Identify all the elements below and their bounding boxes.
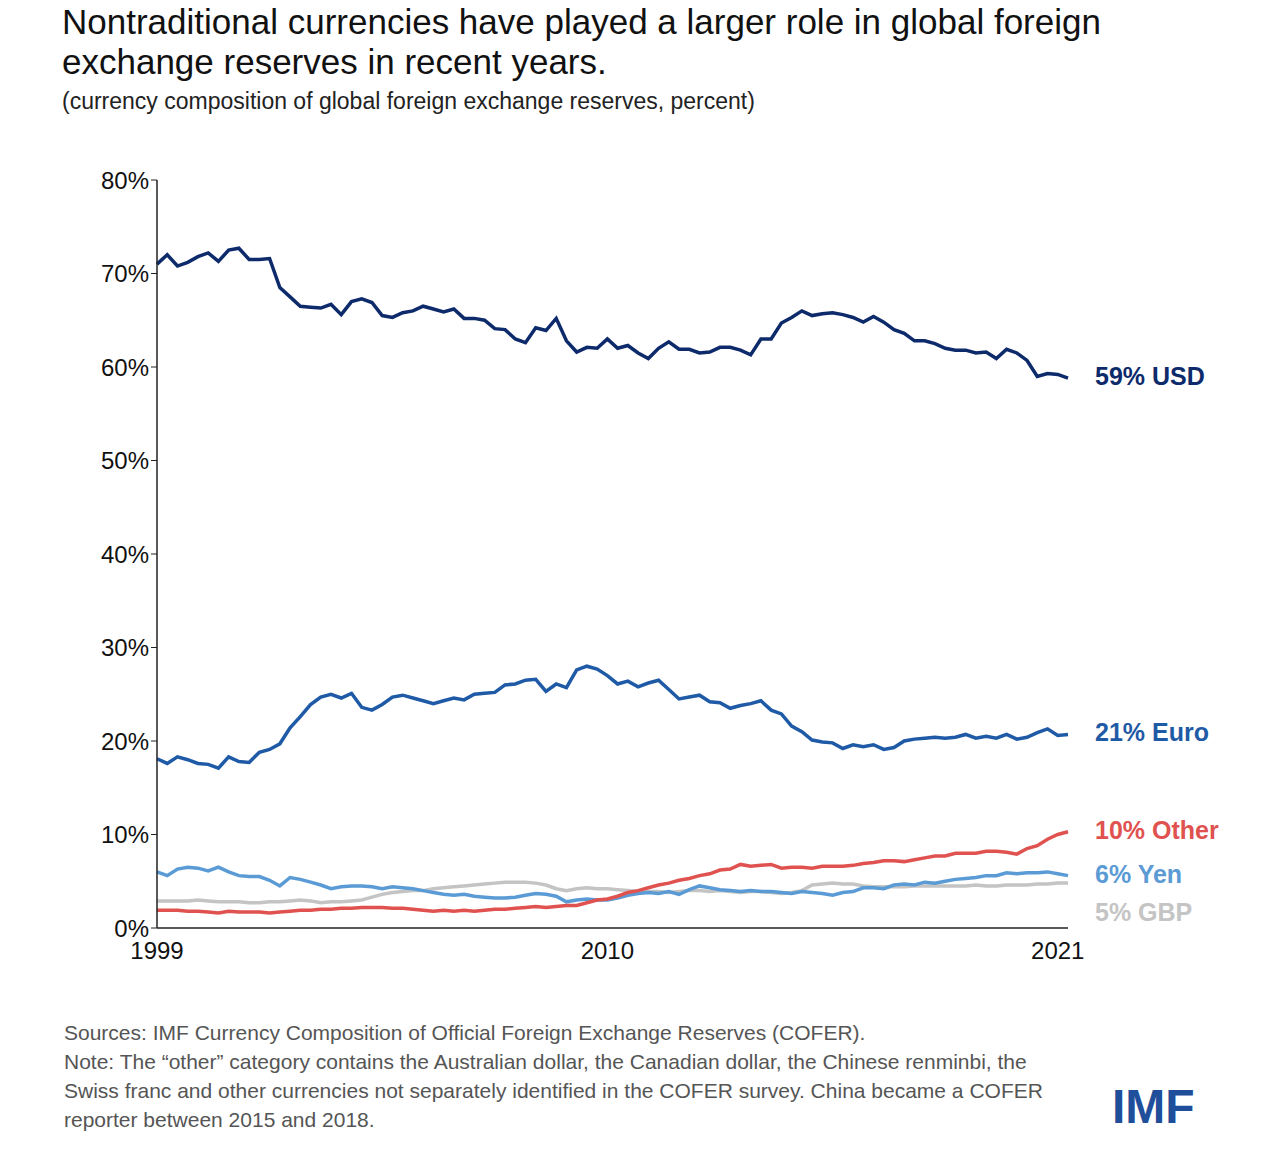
- svg-text:50%: 50%: [101, 447, 149, 474]
- svg-text:40%: 40%: [101, 541, 149, 568]
- svg-text:0%: 0%: [114, 915, 149, 942]
- html-text:Sources: IMF Currency Composit: Sources: IMF Currency Composition of Off…: [64, 1021, 866, 1044]
- html-text:5% GBP: 5% GBP: [1095, 897, 1193, 926]
- svg-text:70%: 70%: [101, 260, 149, 287]
- html-text:59% USD: 59% USD: [1095, 362, 1205, 391]
- html-text:Note: The “other” category con: Note: The “other” category contains the …: [64, 1050, 1043, 1131]
- svg-text:20%: 20%: [101, 728, 149, 755]
- html-text:(currency composition of globa: (currency composition of global foreign …: [62, 88, 755, 114]
- html-text:Nontraditional currencies have: Nontraditional currencies have played a …: [62, 2, 1101, 81]
- svg-text:2010: 2010: [581, 937, 634, 964]
- html-text:IMF: IMF: [1112, 1080, 1195, 1133]
- html-text:6% Yen: 6% Yen: [1095, 859, 1183, 888]
- html-text:10% Other: 10% Other: [1095, 815, 1219, 844]
- html-text:21% Euro: 21% Euro: [1095, 718, 1209, 747]
- svg-text:10%: 10%: [101, 821, 149, 848]
- svg-text:60%: 60%: [101, 354, 149, 381]
- svg-text:2021: 2021: [1031, 937, 1084, 964]
- svg-text:30%: 30%: [101, 634, 149, 661]
- svg-text:1999: 1999: [130, 937, 184, 964]
- svg-text:80%: 80%: [101, 167, 149, 194]
